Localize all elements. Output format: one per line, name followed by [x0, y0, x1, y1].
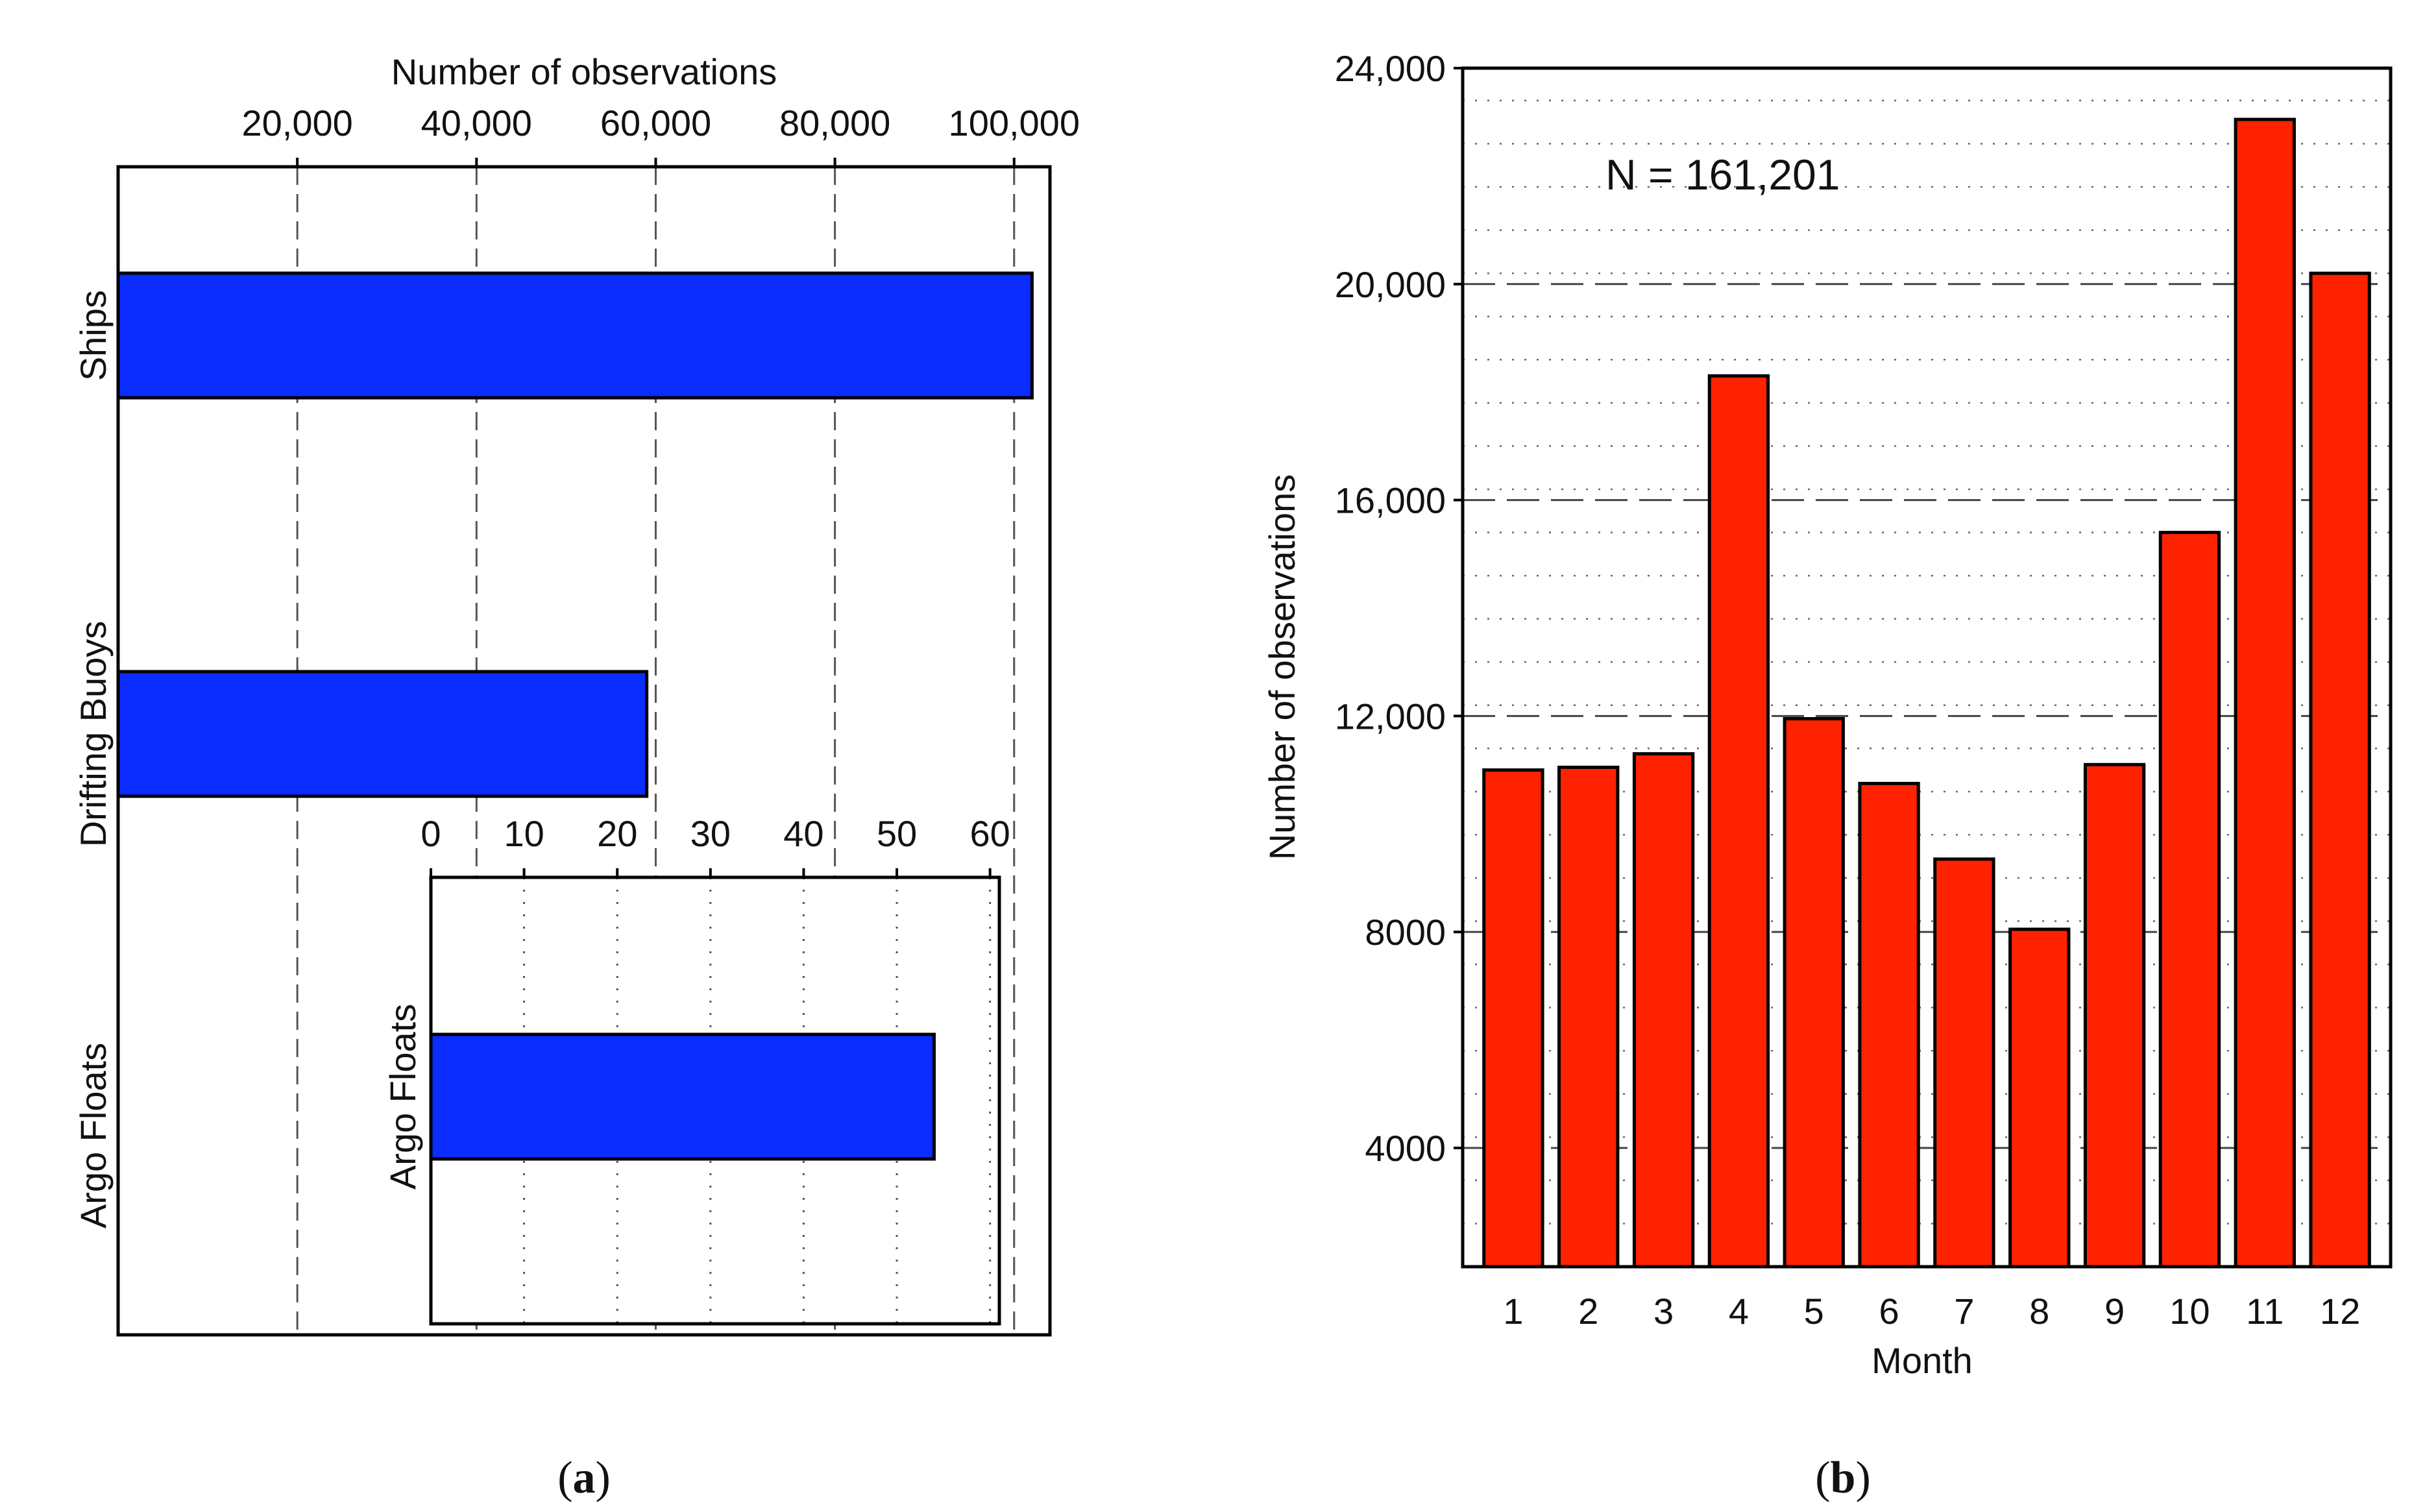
panel-b-bar-month-3	[1632, 752, 1695, 1269]
panel-a-x-ticks: 20,000 40,000 60,000 80,000 100,000	[242, 103, 1080, 167]
panel-b-bar-month-5	[1783, 717, 1845, 1269]
panel-a-x-tick-label: 60,000	[600, 103, 711, 143]
panel-b-x-ticks: 1 2 3 4 5 6 7 8 9 10 11 12	[1503, 1291, 2360, 1332]
inset-frame	[429, 875, 1001, 1326]
panel-a-x-tick-label: 80,000	[779, 103, 890, 143]
panel-a-bar-ships	[116, 271, 1034, 400]
panel-b-bar-month-2	[1557, 765, 1620, 1269]
panel-a-letter: a	[573, 1453, 596, 1503]
inset-x-tick-label: 30	[690, 813, 731, 854]
panel-b-x-tick-label: 11	[2246, 1291, 2284, 1332]
panel-a-category-label: Ships	[73, 290, 114, 381]
panel-a-x-tick-label: 40,000	[421, 103, 532, 143]
inset-x-ticks: 0 10 20 30 40 50 60	[421, 813, 1010, 877]
panel-b-x-tick-label: 3	[1653, 1291, 1674, 1332]
panel-a-category-label: Drifting Buoys	[73, 621, 114, 847]
panel-b-x-tick-label: 1	[1503, 1291, 1523, 1332]
panel-b-x-tick-label: 6	[1879, 1291, 1899, 1332]
panel-a-category-labels: Ships Drifting Buoys Argo Floats	[73, 290, 114, 1228]
panel-a-bar-drifting-buoys	[116, 670, 649, 798]
panel-b-x-axis-title: Month	[1871, 1340, 1973, 1381]
panel-b-x-tick-label: 2	[1578, 1291, 1598, 1332]
panel-a-x-tick-label: 20,000	[242, 103, 353, 143]
panel-b-bar-month-4	[1707, 374, 1770, 1269]
inset-x-tick-label: 0	[421, 813, 441, 854]
panel-b-bar-month-11	[2234, 117, 2296, 1269]
panel-b-y-axis-title: Number of observations	[1262, 474, 1302, 860]
panel-b-label: (b)	[1815, 1453, 1871, 1503]
panel-b-y-tick-label: 24,000	[1335, 48, 1446, 89]
panel-b-bar-month-10	[2158, 531, 2221, 1269]
panel-a-inset-chart: 0 10 20 30 40 50 60 Argo Floats	[382, 813, 1010, 1326]
panel-a-frame	[116, 165, 1052, 1337]
inset-category-labels: Argo Floats	[382, 1004, 423, 1189]
panel-b-bars	[1482, 117, 2371, 1269]
inset-x-tick-label: 20	[597, 813, 637, 854]
panel-b-y-tick-label: 8000	[1365, 912, 1446, 953]
panel-a-bars	[116, 271, 1034, 798]
inset-x-tick-label: 60	[969, 813, 1010, 854]
panel-b-bar-month-1	[1482, 768, 1544, 1269]
panel-b-bar-month-12	[2309, 271, 2371, 1269]
panel-a-label: (a)	[557, 1453, 611, 1503]
panel-b-y-tick-label: 4000	[1365, 1128, 1446, 1169]
inset-bars	[429, 1032, 936, 1161]
inset-x-tick-label: 40	[783, 813, 823, 854]
panel-b-y-tick-label: 12,000	[1335, 696, 1446, 737]
panel-b-frame	[1461, 66, 2393, 1269]
inset-bar-argo-floats	[429, 1032, 936, 1161]
panel-b-x-tick-label: 5	[1804, 1291, 1824, 1332]
panel-a-chart: 20,000 40,000 60,000 80,000 100,000 Number o…	[73, 51, 1080, 1503]
inset-x-tick-label: 50	[877, 813, 917, 854]
panel-a-category-label: Argo Floats	[73, 1043, 114, 1228]
inset-x-tick-label: 10	[504, 813, 544, 854]
panel-b-annotation: N = 161,201	[1605, 151, 1840, 199]
panel-b-y-tick-label: 20,000	[1335, 264, 1446, 305]
panel-b-bar-month-9	[2083, 762, 2146, 1269]
inset-category-label: Argo Floats	[382, 1004, 423, 1189]
panel-b-x-tick-label: 12	[2320, 1291, 2360, 1332]
panel-b-x-tick-label: 4	[1729, 1291, 1749, 1332]
panel-b-x-tick-label: 9	[2104, 1291, 2125, 1332]
panel-b-x-tick-label: 7	[1954, 1291, 1974, 1332]
panel-b-x-tick-label: 10	[2169, 1291, 2210, 1332]
panel-b-bar-month-7	[1933, 857, 1995, 1269]
panel-b-bar-month-6	[1858, 781, 1920, 1269]
panel-b-y-tick-label: 16,000	[1335, 480, 1446, 521]
panel-a-x-axis-title: Number of observations	[391, 51, 777, 92]
panel-b-x-tick-label: 8	[2029, 1291, 2049, 1332]
panel-b-letter: b	[1831, 1453, 1856, 1503]
panel-b-bar-month-8	[2008, 927, 2071, 1269]
panel-b-y-ticks: 4000 8000 12,000 16,000 20,000 24,000	[1335, 48, 1463, 1169]
panel-a-x-tick-label: 100,000	[949, 103, 1080, 143]
